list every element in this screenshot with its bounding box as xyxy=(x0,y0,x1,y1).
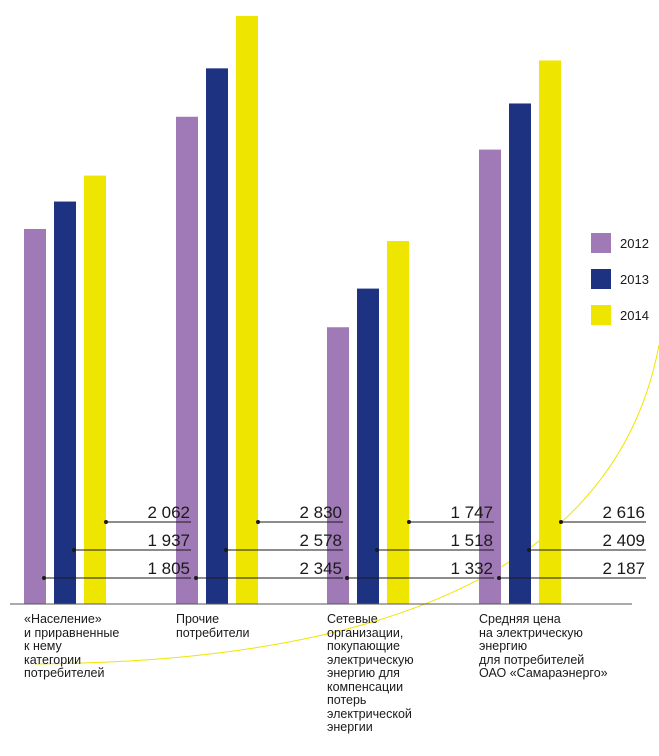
legend-label-2012: 2012 xyxy=(620,235,649,251)
bar-other-consumers-2014 xyxy=(236,16,258,604)
value-dot-population-2013 xyxy=(72,548,76,552)
value-dot-other-consumers-2012 xyxy=(194,576,198,580)
legend-label-2014: 2014 xyxy=(620,307,649,323)
value-label-grid-organizations-2013: 1 518 xyxy=(450,531,493,550)
category-label-other-consumers: Прочие потребители xyxy=(176,612,250,640)
bar-population-2013 xyxy=(54,201,76,604)
value-label-population-2014: 2 062 xyxy=(147,503,190,522)
bar-other-consumers-2013 xyxy=(206,68,228,604)
value-dot-grid-organizations-2014 xyxy=(407,520,411,524)
value-label-other-consumers-2014: 2 830 xyxy=(299,503,342,522)
bar-grid-organizations-2013 xyxy=(357,288,379,604)
bar-grid-organizations-2012 xyxy=(327,327,349,604)
bar-other-consumers-2012 xyxy=(176,116,198,604)
decorative-arc xyxy=(34,344,659,665)
value-dot-population-2012 xyxy=(42,576,46,580)
value-label-average-price-2012: 2 187 xyxy=(602,559,645,578)
value-label-population-2012: 1 805 xyxy=(147,559,190,578)
value-label-other-consumers-2013: 2 578 xyxy=(299,531,342,550)
value-label-population-2013: 1 937 xyxy=(147,531,190,550)
legend-swatch-2013 xyxy=(591,269,611,289)
bar-average-price-2014 xyxy=(539,60,561,604)
legend-swatch-2012 xyxy=(591,233,611,253)
category-label-average-price: Средняя цена на электрическую энергию дл… xyxy=(479,612,608,680)
value-label-grid-organizations-2012: 1 332 xyxy=(450,559,493,578)
value-label-grid-organizations-2014: 1 747 xyxy=(450,503,493,522)
value-dot-average-price-2014 xyxy=(559,520,563,524)
value-label-average-price-2013: 2 409 xyxy=(602,531,645,550)
value-dot-average-price-2013 xyxy=(527,548,531,552)
value-dot-population-2014 xyxy=(104,520,108,524)
bar-population-2012 xyxy=(24,228,46,604)
legend-label-2013: 2013 xyxy=(620,271,649,287)
legend-item-2012: 2012 xyxy=(591,233,649,253)
bar-population-2014 xyxy=(84,175,106,604)
legend-swatch-2014 xyxy=(591,305,611,325)
bar-grid-organizations-2014 xyxy=(387,241,409,604)
category-label-population: «Население» и приравненные к нему катего… xyxy=(24,612,120,680)
legend-item-2013: 2013 xyxy=(591,269,649,289)
legend-item-2014: 2014 xyxy=(591,305,649,325)
value-label-average-price-2014: 2 616 xyxy=(602,503,645,522)
legend: 2012 2013 2014 xyxy=(591,233,649,341)
category-label-grid-organizations: Сетевые организации, покупающие электрич… xyxy=(327,612,414,734)
value-label-other-consumers-2012: 2 345 xyxy=(299,559,342,578)
value-dot-grid-organizations-2013 xyxy=(375,548,379,552)
bar-average-price-2012 xyxy=(479,149,501,605)
value-dot-average-price-2012 xyxy=(497,576,501,580)
value-dot-other-consumers-2013 xyxy=(224,548,228,552)
value-dot-grid-organizations-2012 xyxy=(345,576,349,580)
bar-average-price-2013 xyxy=(509,103,531,605)
value-dot-other-consumers-2014 xyxy=(256,520,260,524)
